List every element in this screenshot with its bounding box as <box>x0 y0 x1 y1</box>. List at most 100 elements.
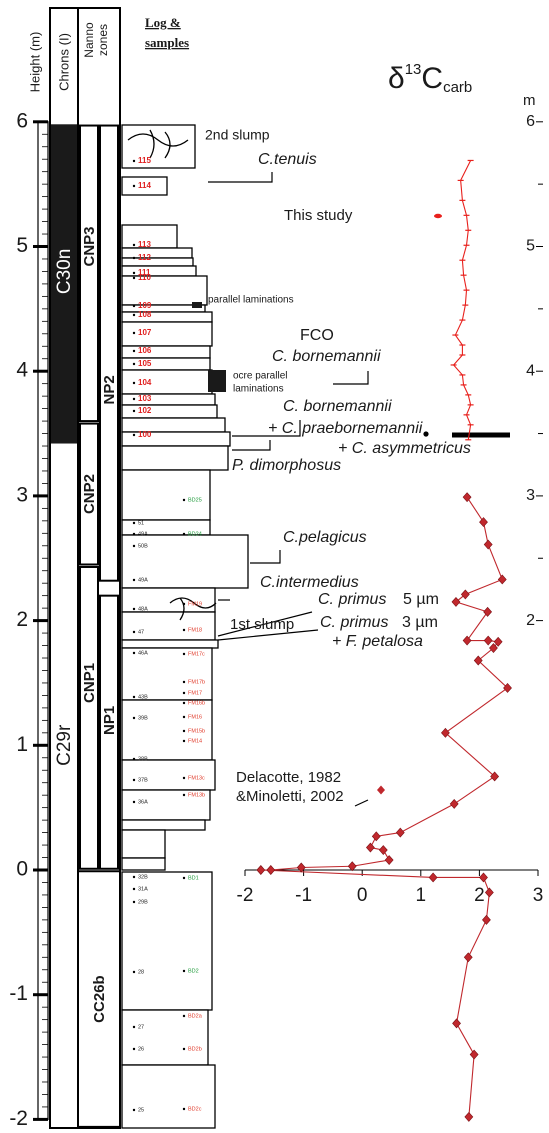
sample-dot <box>182 602 186 606</box>
point-marker <box>482 914 491 925</box>
log-header: samples <box>145 35 189 50</box>
sample-label: FM16b <box>188 700 205 706</box>
log-bed <box>121 639 219 649</box>
sample-label: 26 <box>138 1046 144 1052</box>
sample-dot <box>132 1047 136 1051</box>
sample-label: 29B <box>138 899 148 905</box>
height-tick-label: 5 <box>16 234 28 257</box>
point-marker <box>462 492 472 503</box>
log-bed <box>121 699 213 761</box>
sample-dot <box>132 521 136 525</box>
point-marker <box>462 635 472 646</box>
annotation: 1st slump <box>230 616 294 633</box>
chron-label: C30n <box>54 249 75 294</box>
point-marker <box>347 861 357 872</box>
series-line <box>452 160 472 440</box>
log-bed <box>121 857 166 871</box>
log-bed <box>121 176 168 196</box>
x-tick-label: 2 <box>474 885 485 906</box>
point-marker <box>489 643 498 653</box>
sample-dot <box>182 876 186 880</box>
point-marker <box>479 872 488 883</box>
sample-dot <box>132 544 136 548</box>
point-marker <box>497 574 507 585</box>
nanno-label: NP1 <box>101 706 118 735</box>
annotation: C.pelagicus <box>283 529 367 546</box>
sample-dot <box>132 875 136 879</box>
sample-dot <box>132 243 136 247</box>
legend-swatch <box>377 785 385 795</box>
x-tick-label: -2 <box>237 885 254 906</box>
height-tick-label: 4 <box>16 359 28 382</box>
chron-header: Chrons (I) <box>56 33 71 91</box>
sample-label: 107 <box>138 328 152 337</box>
log-bed <box>121 469 211 521</box>
log-bed <box>121 759 216 791</box>
sample-label: 38B <box>138 756 148 762</box>
nanno-label: CNP3 <box>81 226 98 266</box>
sample-label: 111 <box>138 268 151 277</box>
point-marker <box>503 682 512 693</box>
height-tick-label: 1 <box>16 733 28 756</box>
height-tick-label: 2 <box>16 608 28 631</box>
nanno-header: Nanno <box>82 22 96 58</box>
sample-label: FM19 <box>188 601 202 607</box>
annotation: + C. praebornemannii <box>268 420 423 437</box>
annotation: C. bornemannii <box>283 398 392 415</box>
sample-label: 46A <box>138 650 148 656</box>
point-marker <box>490 771 500 782</box>
point-marker <box>395 827 405 838</box>
log-bed <box>121 393 216 406</box>
sample-label: FM13c <box>188 775 205 781</box>
log-bed <box>121 789 211 821</box>
sample-label: FM17 <box>188 690 202 696</box>
point-marker <box>493 636 503 647</box>
sample-dot <box>132 331 136 335</box>
sample-label: BD2 <box>188 968 199 974</box>
annotation: C.tenuis <box>258 151 317 168</box>
point-marker <box>256 865 266 875</box>
sample-label: 105 <box>138 359 152 368</box>
nanno-zone <box>77 870 121 1128</box>
sample-label: 47 <box>138 629 144 635</box>
log-bed <box>121 265 197 277</box>
point-marker <box>449 798 459 809</box>
sample-label: 109 <box>138 301 152 310</box>
point-marker <box>469 1049 479 1060</box>
point-marker <box>441 727 450 738</box>
log-bed <box>121 587 216 613</box>
nanno-zone <box>79 124 99 423</box>
sample-label: 112 <box>138 253 151 262</box>
nanno-header: zones <box>96 24 110 56</box>
sample-dot <box>182 701 186 705</box>
sample-dot <box>132 304 136 308</box>
point-marker <box>483 539 493 550</box>
sample-dot <box>132 1025 136 1029</box>
sample-label: 50B <box>138 543 148 549</box>
height-header: Height (m) <box>27 32 42 93</box>
log-bed <box>121 275 208 306</box>
point-marker <box>428 872 438 883</box>
leaders <box>208 172 510 807</box>
annotation: C. primus <box>320 614 388 631</box>
annotation: C.intermedius <box>260 574 359 591</box>
log-bed <box>121 257 194 267</box>
legend-entry: This study <box>284 207 353 224</box>
sample-label: 37B <box>138 777 148 783</box>
x-tick-label: 3 <box>533 885 544 906</box>
sample-label: 114 <box>138 181 151 190</box>
sample-dot <box>132 900 136 904</box>
sample-dot <box>182 691 186 695</box>
y2-axis-title: m <box>523 92 536 109</box>
log-bed <box>121 404 218 419</box>
nanno-label: CNP2 <box>81 474 98 514</box>
sample-label: 110 <box>138 273 151 282</box>
sample-label: 106 <box>138 346 152 355</box>
sample-dot <box>182 1047 186 1051</box>
sample-dot <box>132 313 136 317</box>
sample-label: FM15b <box>188 728 205 734</box>
annotation: FCO <box>300 327 334 344</box>
nanno-zone <box>99 124 119 582</box>
log-bed <box>121 829 166 859</box>
sample-label: FM17c <box>188 651 205 657</box>
